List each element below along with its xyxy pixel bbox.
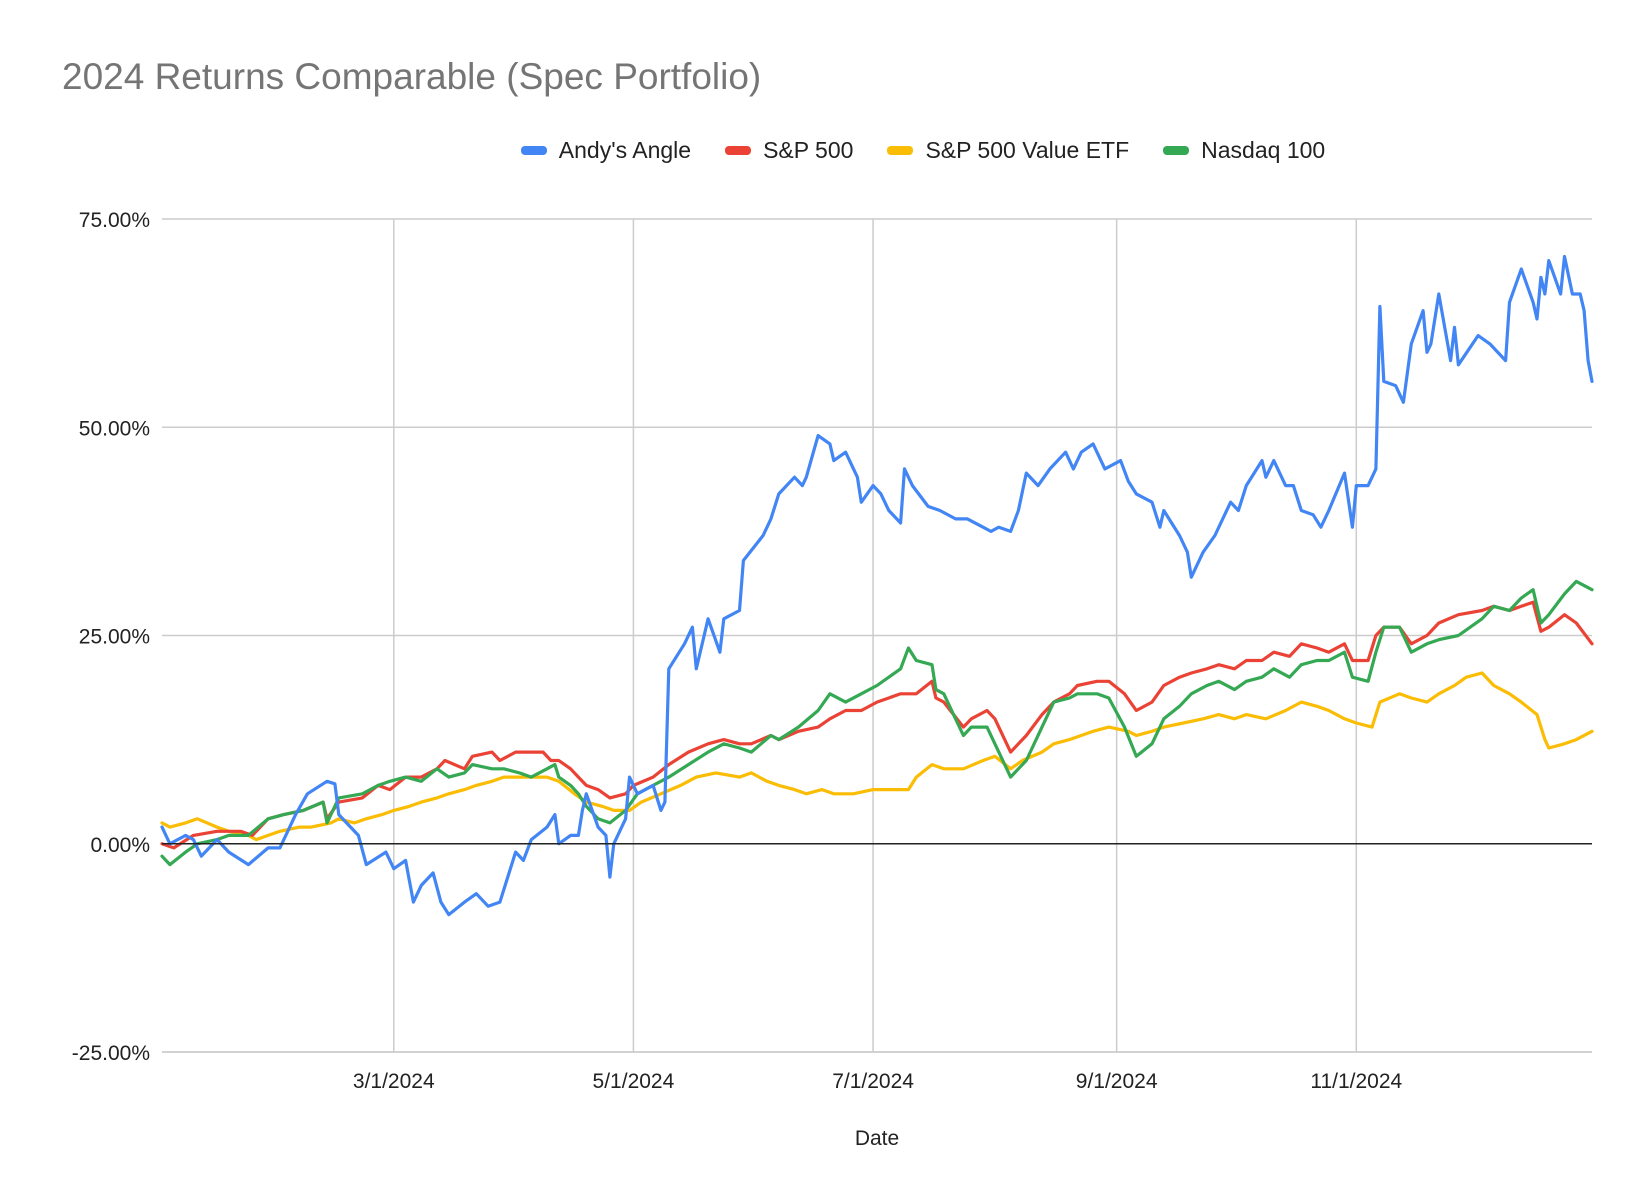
legend-label-sp500: S&P 500	[763, 137, 854, 163]
gridlines	[162, 218, 1592, 1053]
legend-label-sp500-value-etf: S&P 500 Value ETF	[925, 137, 1130, 163]
y-tick-label: 75.00%	[79, 209, 150, 232]
legend-swatch-sp500	[725, 146, 752, 155]
legend-swatch-andys-angle	[520, 146, 547, 155]
x-tick-label: 5/1/2024	[593, 1070, 675, 1093]
series-line-s-p-500-value-etf	[160, 671, 1594, 842]
y-tick-label: -25.00%	[72, 1042, 150, 1065]
legend: Andy's Angle S&P 500 S&P 500 Value ETF N…	[0, 137, 1646, 164]
y-tick-label: 25.00%	[79, 626, 150, 649]
series-layer	[160, 254, 1594, 917]
legend-item-sp500[interactable]: S&P 500	[725, 137, 853, 164]
y-tick-label: 0.00%	[90, 834, 150, 857]
x-axis-label: Date	[855, 1127, 899, 1150]
series-line-s-p-500	[160, 600, 1594, 850]
y-tick-label: 50.00%	[79, 417, 150, 440]
legend-item-andys-angle[interactable]: Andy's Angle	[520, 137, 692, 164]
x-axis: 3/1/2024 5/1/2024 7/1/2024 9/1/2024 11/1/202…	[353, 1070, 1403, 1093]
legend-swatch-nasdaq-100	[1163, 146, 1190, 155]
series-line-andy-s-angle	[160, 254, 1594, 917]
legend-label-andys-angle: Andy's Angle	[558, 137, 692, 163]
legend-swatch-sp500-value-etf	[887, 146, 914, 155]
series-line-nasdaq-100	[160, 579, 1594, 867]
x-tick-label: 3/1/2024	[353, 1070, 435, 1093]
y-axis: 75.00% 50.00% 25.00% 0.00% -25.00%	[72, 209, 150, 1065]
x-tick-label: 11/1/2024	[1310, 1070, 1402, 1093]
legend-item-nasdaq-100[interactable]: Nasdaq 100	[1163, 137, 1325, 164]
chart-title: 2024 Returns Comparable (Spec Portfolio)	[62, 56, 762, 97]
x-tick-label: 9/1/2024	[1076, 1070, 1158, 1093]
legend-label-nasdaq-100: Nasdaq 100	[1201, 137, 1326, 163]
legend-item-sp500-value-etf[interactable]: S&P 500 Value ETF	[887, 137, 1129, 164]
x-tick-label: 7/1/2024	[832, 1070, 914, 1093]
